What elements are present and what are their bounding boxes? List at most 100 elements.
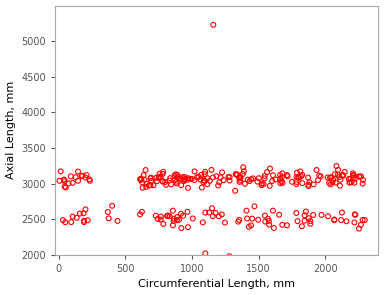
Point (218, 212, 225, 217)
Point (237, 176, 243, 181)
Point (174, 215, 180, 219)
Point (266, 183, 273, 188)
Point (340, 173, 346, 178)
Point (75, 169, 81, 174)
Point (242, 181, 248, 186)
Point (346, 180, 353, 185)
Point (185, 225, 191, 230)
Point (339, 173, 346, 177)
Point (184, 177, 190, 182)
Point (352, 176, 358, 181)
Point (190, 216, 196, 221)
Point (61, 184, 68, 189)
Point (164, 214, 170, 218)
Point (329, 180, 336, 185)
Point (138, 176, 144, 181)
Point (209, 168, 215, 172)
Point (210, 22, 217, 27)
Point (83, 207, 89, 212)
Point (215, 183, 221, 188)
Point (328, 175, 334, 180)
Point (61, 177, 67, 182)
Point (313, 168, 319, 172)
Point (237, 180, 243, 184)
Point (141, 173, 147, 178)
Point (153, 175, 159, 180)
Point (144, 182, 150, 186)
Point (81, 220, 87, 224)
Point (267, 166, 273, 171)
Point (255, 179, 261, 184)
Point (167, 214, 173, 219)
Point (351, 173, 357, 178)
Point (262, 173, 268, 178)
Point (83, 175, 89, 180)
Point (269, 178, 275, 183)
Point (336, 175, 343, 179)
Point (157, 217, 164, 222)
Point (259, 181, 265, 186)
Point (360, 178, 366, 182)
Point (137, 178, 144, 182)
Point (147, 176, 154, 181)
Point (324, 175, 331, 180)
Point (266, 219, 272, 223)
Point (348, 180, 354, 184)
Point (87, 178, 93, 183)
Point (318, 213, 324, 217)
Point (81, 211, 87, 216)
Point (206, 210, 212, 215)
Point (350, 171, 356, 176)
Point (179, 175, 185, 179)
Point (68, 220, 74, 224)
Point (249, 216, 255, 221)
Point (155, 217, 161, 221)
Point (62, 179, 68, 183)
Point (214, 174, 220, 179)
Point (359, 181, 366, 186)
Point (151, 183, 157, 188)
Point (165, 213, 171, 218)
Point (285, 174, 291, 178)
Point (210, 175, 216, 180)
Point (202, 178, 208, 183)
Point (294, 170, 300, 175)
Point (256, 176, 262, 181)
Point (56, 178, 63, 183)
Point (139, 209, 145, 214)
Point (262, 219, 268, 224)
Point (280, 181, 286, 185)
Point (172, 178, 178, 182)
Point (207, 178, 213, 183)
Point (143, 184, 149, 189)
Point (359, 218, 366, 222)
Point (158, 214, 164, 219)
Point (141, 177, 147, 182)
Point (222, 220, 228, 225)
Point (200, 220, 206, 225)
Point (182, 178, 188, 182)
Point (148, 175, 154, 180)
Point (61, 177, 67, 182)
Point (352, 212, 358, 217)
Point (342, 170, 348, 174)
Point (171, 173, 177, 178)
Point (279, 171, 285, 176)
Point (240, 172, 246, 176)
Point (73, 175, 79, 180)
Point (84, 218, 91, 223)
Point (277, 173, 283, 177)
Point (200, 180, 207, 185)
Point (279, 222, 285, 227)
Point (260, 182, 266, 186)
Point (297, 169, 303, 174)
Point (157, 175, 164, 179)
Point (307, 221, 313, 226)
Point (295, 175, 301, 180)
Point (241, 169, 247, 174)
Point (86, 177, 92, 182)
Point (296, 176, 302, 180)
Point (187, 177, 193, 181)
Point (79, 173, 85, 178)
Point (252, 204, 258, 209)
